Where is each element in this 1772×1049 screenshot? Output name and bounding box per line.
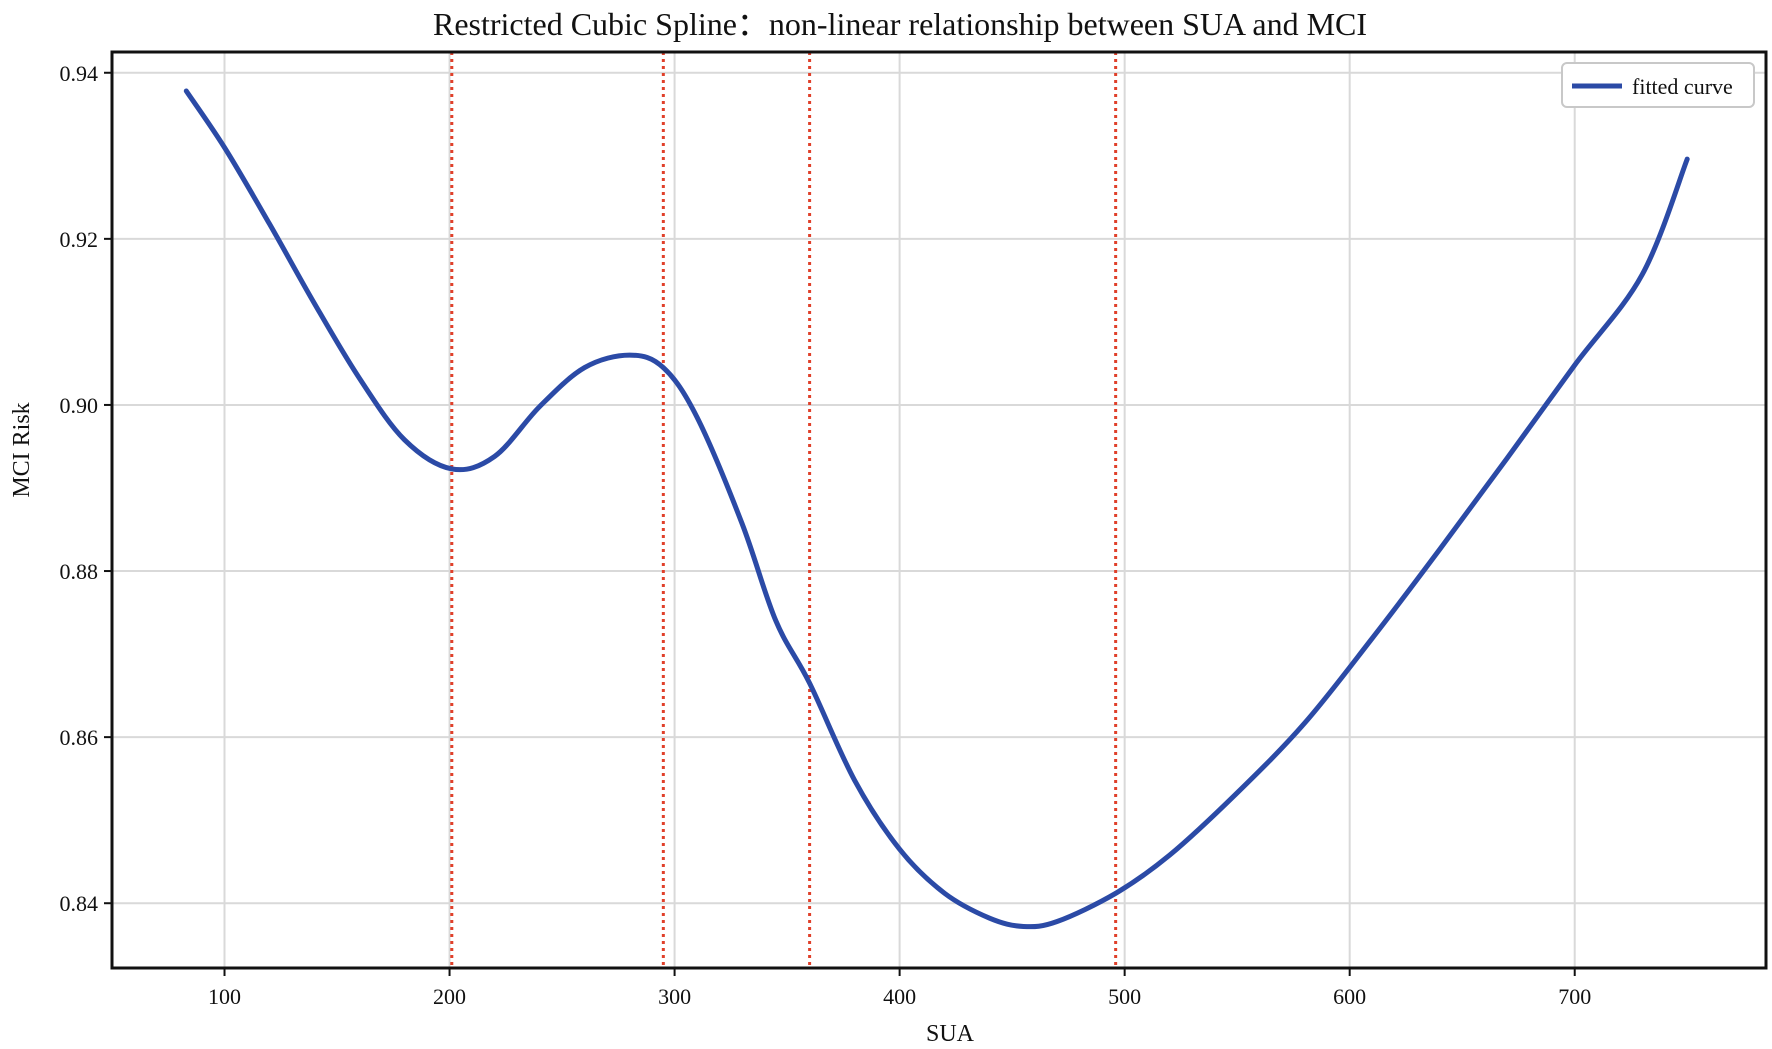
x-ticks: 100 200 300 400 500 600 700: [208, 968, 1591, 1009]
y-tick-label: 0.90: [60, 393, 99, 418]
fitted-curve-line: [183, 88, 1690, 930]
y-tick-label: 0.86: [60, 725, 99, 750]
x-axis-label: SUA: [926, 1021, 975, 1047]
knot-lines: [450, 52, 1118, 968]
x-tick-label: 100: [208, 984, 241, 1009]
y-tick-label: 0.88: [60, 559, 99, 584]
legend-box: [1561, 62, 1755, 108]
y-tick-label: 0.94: [60, 61, 99, 86]
y-tick-label: 0.92: [60, 227, 99, 252]
y-axis-label: MCI Risk: [9, 402, 35, 497]
x-tick-label: 500: [1108, 984, 1141, 1009]
grid-lines: [112, 52, 1766, 968]
y-ticks: 0.84 0.86 0.88 0.90 0.92 0.94: [60, 61, 112, 916]
legend-label: fitted curve: [1632, 74, 1733, 99]
x-tick-label: 400: [883, 984, 916, 1009]
x-tick-label: 700: [1558, 984, 1591, 1009]
plot-frame: [110, 50, 1768, 970]
y-tick-label: 0.84: [60, 891, 99, 916]
legend: fitted curve: [1561, 62, 1755, 108]
chart-title: Restricted Cubic Spline：non-linear relat…: [433, 6, 1367, 42]
x-tick-label: 600: [1333, 984, 1366, 1009]
x-tick-label: 200: [433, 984, 466, 1009]
x-tick-label: 300: [658, 984, 691, 1009]
